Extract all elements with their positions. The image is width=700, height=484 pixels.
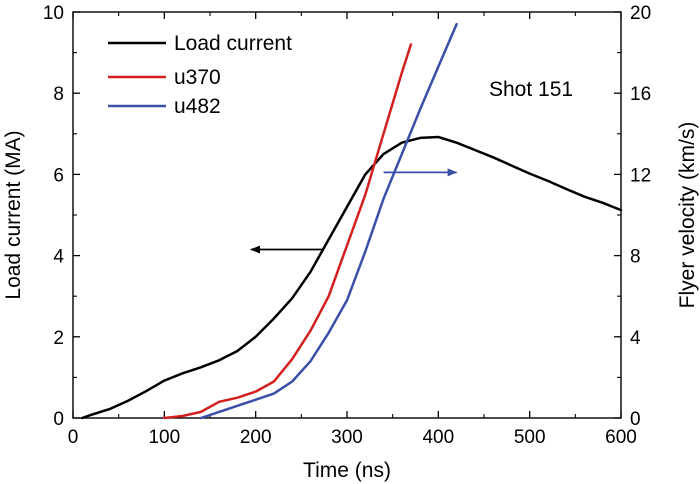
left-y-tick-label: 2 bbox=[53, 328, 64, 349]
left-y-tick-label: 0 bbox=[53, 409, 64, 430]
left-y-axis-title: Load current (MA) bbox=[2, 130, 25, 299]
right-y-tick-label: 20 bbox=[630, 3, 651, 24]
series-line-u370 bbox=[163, 43, 413, 420]
series-layer bbox=[80, 22, 623, 420]
x-tick-label: 200 bbox=[240, 427, 272, 448]
left-y-axis-ticks: 0 2 4 6 8 10 bbox=[43, 3, 80, 430]
series-line-u482 bbox=[199, 22, 458, 420]
legend-label-u482: u482 bbox=[174, 95, 221, 118]
legend-label-u370: u370 bbox=[174, 66, 221, 89]
right-y-tick-label: 16 bbox=[630, 84, 651, 105]
right-y-tick-label: 0 bbox=[630, 409, 641, 430]
plot-frame bbox=[72, 11, 622, 419]
left-y-tick-label: 4 bbox=[53, 247, 64, 268]
right-y-axis-ticks: 0 4 8 12 16 20 bbox=[614, 3, 651, 430]
arrow-layer bbox=[250, 168, 458, 254]
x-tick-label: 0 bbox=[68, 427, 79, 448]
left-y-tick-label: 6 bbox=[53, 165, 64, 186]
x-axis-ticks: 0 100 200 300 400 500 600 bbox=[68, 12, 637, 448]
shot-annotation: Shot 151 bbox=[489, 78, 573, 101]
legend-label-load-current: Load current bbox=[174, 32, 292, 55]
series-line-load-current bbox=[80, 135, 623, 420]
x-tick-label: 400 bbox=[422, 427, 454, 448]
x-axis-title: Time (ns) bbox=[303, 459, 391, 482]
x-tick-label: 500 bbox=[514, 427, 546, 448]
legend: Load current u370 u482 bbox=[108, 32, 292, 118]
x-tick-label: 600 bbox=[605, 427, 637, 448]
left-y-tick-label: 10 bbox=[43, 3, 64, 24]
x-tick-label: 300 bbox=[331, 427, 363, 448]
right-y-axis-title: Flyer velocity (km/s) bbox=[676, 122, 699, 309]
right-y-tick-label: 4 bbox=[630, 328, 641, 349]
left-y-tick-label: 8 bbox=[53, 84, 64, 105]
x-tick-label: 100 bbox=[148, 427, 180, 448]
right-y-tick-label: 8 bbox=[630, 247, 641, 268]
right-y-tick-label: 12 bbox=[630, 165, 651, 186]
